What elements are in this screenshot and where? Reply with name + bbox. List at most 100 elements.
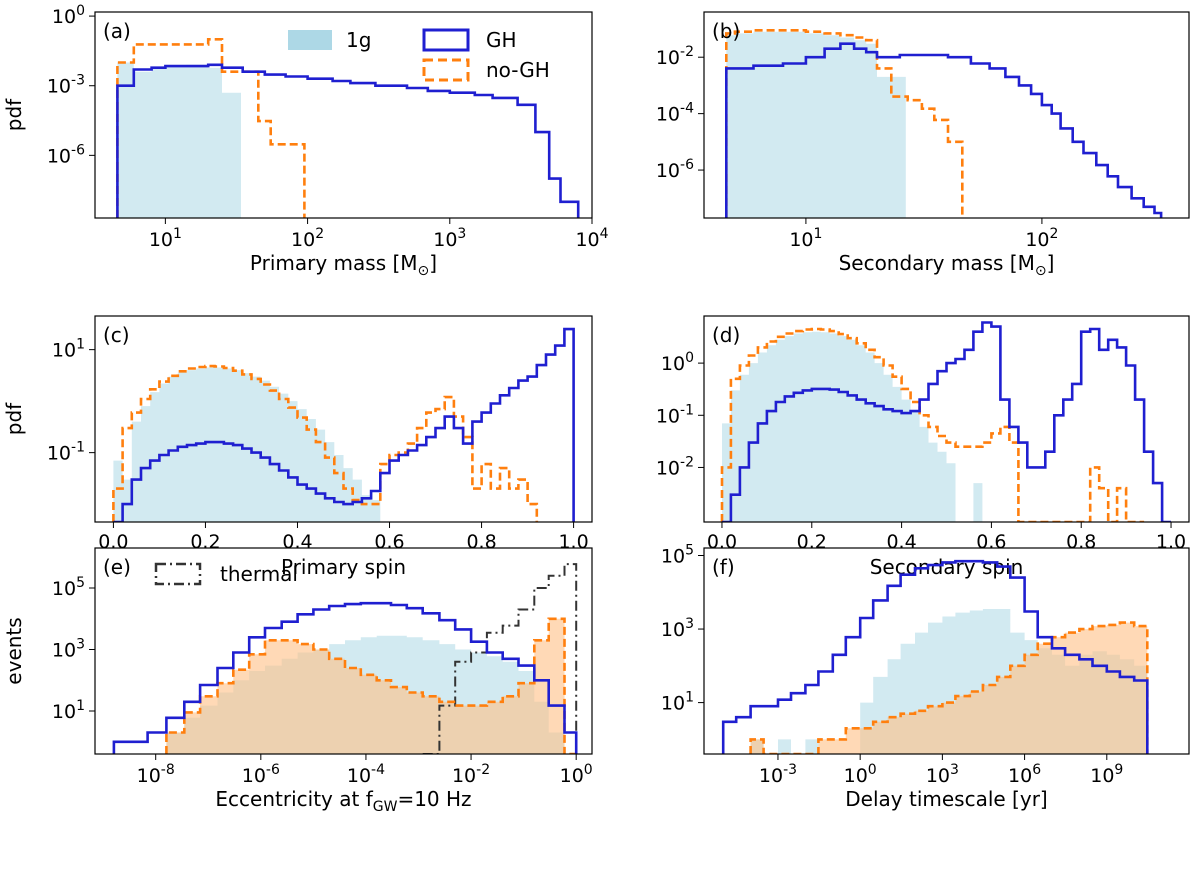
ytick-label-a-1: 10-3 <box>47 73 85 98</box>
series-b-1g <box>726 31 906 218</box>
xtick-label-f-0: 10-3 <box>759 762 797 787</box>
series-d-gh <box>722 321 1171 522</box>
xtick-label-e-3: 10-2 <box>452 762 490 787</box>
series-a-gh <box>116 63 580 218</box>
ytick-label-b-2: 10-6 <box>656 157 694 182</box>
plot-area-e <box>112 563 578 754</box>
series-b-gh <box>725 42 1163 218</box>
xtick-label-d-5: 1.0 <box>1156 531 1186 553</box>
xtick-label-c-4: 0.8 <box>466 531 496 553</box>
panel-label-b: (b) <box>712 19 740 43</box>
ytick-label-c-0: 101 <box>52 337 85 362</box>
legend-swatch-nogh <box>422 58 470 82</box>
xtick-label-e-0: 10-8 <box>137 762 175 787</box>
series-c-gh <box>113 327 575 522</box>
ytick-label-d-1: 10-1 <box>656 402 694 427</box>
legend-swatch-1g <box>288 30 332 50</box>
ytick-label-d-2: 10-2 <box>656 454 694 479</box>
axes-frame-d <box>703 315 1190 523</box>
legend-label-gh: GH <box>486 28 517 52</box>
xtick-label-e-1: 10-6 <box>242 762 280 787</box>
series-d-1g <box>722 331 1001 522</box>
legend-main: 1g GH no-GH <box>288 28 550 82</box>
series-f-no-gh <box>749 621 1149 754</box>
xtick-label-a-1: 102 <box>291 226 324 251</box>
xtick-label-c-3: 0.6 <box>374 531 404 553</box>
panel-label-f: (f) <box>712 555 735 579</box>
ytick-label-f-2: 101 <box>661 690 694 715</box>
axes-frame-c <box>94 315 593 523</box>
ylabel-c: pdf <box>2 402 26 435</box>
ytick-label-f-1: 103 <box>661 616 694 641</box>
xlabel-f: Delay timescale [yr] <box>845 787 1047 811</box>
ytick-label-f-0: 105 <box>661 543 694 568</box>
xtick-label-c-2: 0.4 <box>282 531 312 553</box>
ylabel-a: pdf <box>2 98 26 131</box>
xlabel-a: Primary mass [M⊙] <box>250 251 437 279</box>
ytick-label-d-0: 100 <box>661 350 694 375</box>
panel-f: 10-3 100 103 106 109 105 103 101 Delay timescale… <box>661 543 1190 811</box>
xtick-label-f-4: 109 <box>1090 762 1123 787</box>
legend-swatch-thermal <box>154 562 202 586</box>
series-e-gh <box>112 601 578 754</box>
panel-a: 101 102 103 104 100 10-3 10-6 Primary mass [M⊙]… <box>2 3 609 279</box>
xtick-label-c-0: 0.0 <box>98 531 128 553</box>
panel-e: 10-8 10-6 10-4 10-2 100 105 103 101 Eccentricity… <box>2 547 593 815</box>
series-b-no-gh <box>725 29 964 218</box>
ytick-label-b-1: 10-4 <box>656 101 694 126</box>
xtick-label-e-4: 100 <box>560 762 593 787</box>
legend-swatch-gh <box>422 28 470 52</box>
xtick-label-c-5: 1.0 <box>558 531 588 553</box>
xtick-label-d-4: 0.8 <box>1066 531 1096 553</box>
xtick-label-d-1: 0.2 <box>797 531 827 553</box>
plot-area-d <box>720 321 1171 522</box>
panel-label-d: (d) <box>712 323 740 347</box>
xlabel-c: Primary spin <box>281 555 406 579</box>
axes-frame-e <box>94 547 593 755</box>
xtick-label-f-2: 103 <box>926 762 959 787</box>
axes-frame-f <box>703 547 1190 755</box>
series-c-1g <box>113 367 381 522</box>
xtick-label-a-3: 104 <box>575 226 608 251</box>
xtick-label-f-1: 100 <box>844 762 877 787</box>
legend-label-nogh: no-GH <box>486 58 550 82</box>
plot-area-a <box>116 38 580 218</box>
panel-b: 101 102 10-2 10-4 10-6 Secondary mass [M⊙] (b) <box>656 11 1190 279</box>
series-e-no-gh <box>165 617 577 754</box>
series-c-no-gh <box>112 364 539 522</box>
ytick-label-e-2: 101 <box>52 698 85 723</box>
plot-area-f <box>721 559 1149 754</box>
xtick-label-f-3: 106 <box>1008 762 1041 787</box>
xlabel-e: Eccentricity at fGW=10 Hz <box>215 787 471 815</box>
legend-thermal: thermal <box>154 562 298 586</box>
xtick-label-d-3: 0.6 <box>976 531 1006 553</box>
xtick-label-d-2: 0.4 <box>886 531 916 553</box>
ytick-label-a-0: 100 <box>52 3 85 28</box>
ytick-label-a-2: 10-6 <box>47 142 85 167</box>
xtick-label-d-0: 0.0 <box>707 531 737 553</box>
ytick-label-e-1: 103 <box>52 637 85 662</box>
legend-label-1g: 1g <box>346 28 371 52</box>
xtick-label-e-2: 10-4 <box>347 762 385 787</box>
series-e-thermal <box>422 563 578 754</box>
ytick-label-e-0: 105 <box>52 575 85 600</box>
xlabel-b: Secondary mass [M⊙] <box>839 251 1055 279</box>
panel-label-c: (c) <box>103 323 130 347</box>
xtick-label-c-1: 0.2 <box>190 531 220 553</box>
xtick-label-b-0: 101 <box>789 226 822 251</box>
xtick-label-a-2: 103 <box>433 226 466 251</box>
series-d-no-gh <box>720 327 1145 522</box>
ytick-label-c-1: 10-1 <box>47 440 85 465</box>
series-a-1g <box>117 62 241 218</box>
axes-frame-b <box>703 11 1190 219</box>
series-f-no-gh-fill <box>750 622 1148 754</box>
xtick-label-b-1: 102 <box>1025 226 1058 251</box>
series-f-gh <box>721 559 1149 754</box>
legend-label-thermal: thermal <box>220 562 298 586</box>
xtick-label-a-0: 101 <box>149 226 182 251</box>
panel-label-a: (a) <box>103 19 131 43</box>
plot-area-c <box>112 327 575 522</box>
ytick-label-b-0: 10-2 <box>656 44 694 69</box>
series-e-no-gh-fill <box>166 618 577 754</box>
